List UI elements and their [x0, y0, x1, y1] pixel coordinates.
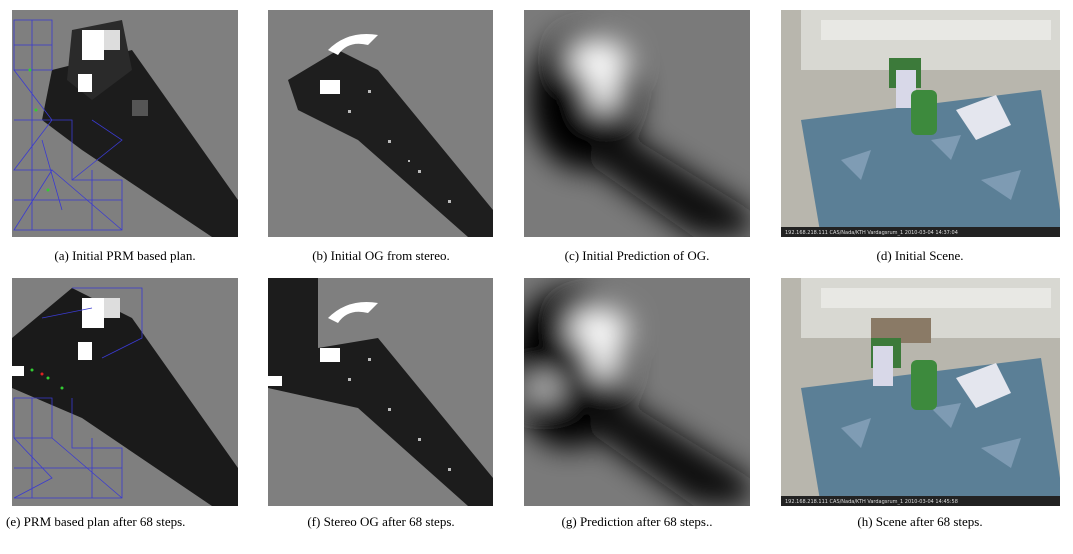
og-prediction-image: [524, 278, 750, 506]
caption: (g) Prediction after 68 steps..: [517, 512, 757, 532]
scene-image: 192.168.218.111 CAS/Nada/KTH Vardagsrum_…: [781, 10, 1060, 237]
og-prediction-image: [524, 10, 750, 237]
stereo-og-image: [268, 10, 493, 237]
caption: (d) Initial Scene.: [800, 246, 1040, 266]
prm-plan-image: [12, 10, 238, 237]
caption: (a) Initial PRM based plan.: [5, 246, 245, 266]
caption: (h) Scene after 68 steps.: [800, 512, 1040, 532]
scene-image: 192.168.218.111 CAS/Nada/KTH Vardagsrum_…: [781, 278, 1060, 506]
prm-plan-image: [12, 278, 238, 506]
caption: (c) Initial Prediction of OG.: [517, 246, 757, 266]
caption: (f) Stereo OG after 68 steps.: [261, 512, 501, 532]
page: 192.168.218.111 CAS/Nada/KTH Vardagsrum_…: [0, 0, 1073, 554]
caption: (b) Initial OG from stereo.: [261, 246, 501, 266]
stereo-og-image: [268, 278, 493, 506]
overlay-text: 192.168.218.111 CAS/Nada/KTH Vardagsrum_…: [785, 230, 958, 236]
overlay-text: 192.168.218.111 CAS/Nada/KTH Vardagsrum_…: [785, 499, 958, 505]
caption: (e) PRM based plan after 68 steps.: [6, 512, 244, 532]
